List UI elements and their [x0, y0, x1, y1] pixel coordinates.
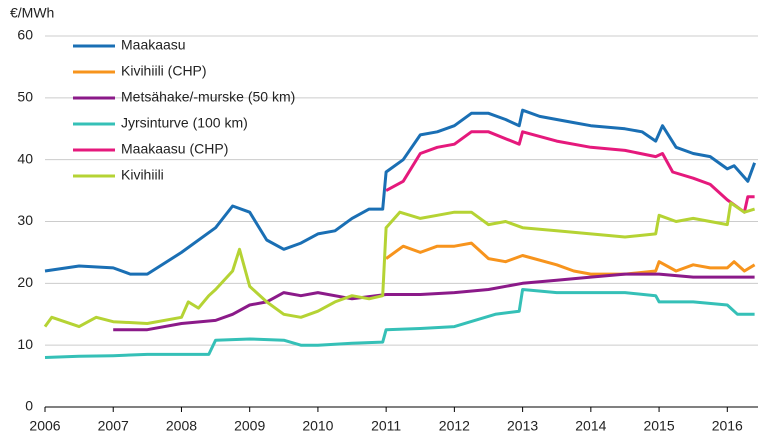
legend-label: Kivihiili [121, 167, 164, 183]
y-tick-label: 40 [17, 150, 33, 166]
x-tick-label: 2016 [712, 418, 743, 434]
y-tick-label: 60 [17, 27, 33, 43]
x-tick-label: 2012 [439, 418, 470, 434]
y-tick-label: 20 [17, 274, 33, 290]
legend-label: Maakaasu (CHP) [121, 141, 228, 157]
series-line [43, 201, 756, 329]
y-tick-label: 0 [25, 398, 33, 414]
x-tick-label: 2007 [98, 418, 129, 434]
series-line [113, 272, 755, 332]
x-tick-label: 2010 [302, 418, 333, 434]
y-tick-label: 30 [17, 212, 33, 228]
series-line [385, 241, 756, 276]
x-tick-label: 2013 [507, 418, 538, 434]
series-line [44, 108, 757, 276]
series-line [44, 288, 755, 359]
y-tick-label: 10 [17, 336, 33, 352]
x-tick-label: 2006 [29, 418, 60, 434]
legend-label: Metsähake/-murske (50 km) [121, 89, 295, 105]
y-axis-label: €/MWh [10, 5, 54, 21]
x-tick-label: 2008 [166, 418, 197, 434]
x-tick-label: 2014 [575, 418, 606, 434]
y-tick-label: 50 [17, 89, 33, 105]
legend-label: Kivihiili (CHP) [121, 63, 207, 79]
legend-label: Jyrsinturve (100 km) [121, 115, 248, 131]
x-tick-label: 2009 [234, 418, 265, 434]
series-line [385, 130, 755, 214]
x-tick-label: 2011 [371, 418, 401, 434]
legend-label: Maakaasu [121, 37, 186, 53]
x-tick-label: 2015 [643, 418, 674, 434]
